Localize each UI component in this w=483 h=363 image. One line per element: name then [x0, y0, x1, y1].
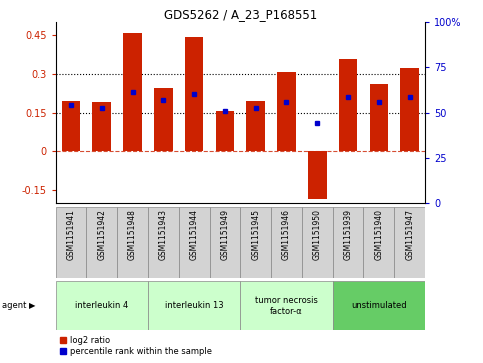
- Bar: [148, 207, 179, 278]
- Bar: [62, 101, 80, 151]
- Bar: [302, 207, 333, 278]
- Bar: [369, 84, 388, 151]
- Text: GSM1151949: GSM1151949: [220, 209, 229, 260]
- Bar: [148, 281, 241, 330]
- Bar: [240, 281, 333, 330]
- Text: GSM1151941: GSM1151941: [67, 209, 75, 260]
- Text: tumor necrosis
factor-α: tumor necrosis factor-α: [255, 296, 318, 315]
- Bar: [240, 207, 271, 278]
- Bar: [179, 207, 210, 278]
- Bar: [56, 281, 148, 330]
- Bar: [394, 207, 425, 278]
- Bar: [92, 102, 111, 151]
- Bar: [123, 33, 142, 151]
- Text: GSM1151950: GSM1151950: [313, 209, 322, 260]
- Bar: [210, 207, 240, 278]
- Text: GSM1151939: GSM1151939: [343, 209, 353, 260]
- Text: GSM1151948: GSM1151948: [128, 209, 137, 260]
- Text: GSM1151945: GSM1151945: [251, 209, 260, 260]
- Bar: [308, 151, 327, 199]
- Text: GSM1151946: GSM1151946: [282, 209, 291, 260]
- Text: agent ▶: agent ▶: [2, 301, 36, 310]
- Bar: [333, 207, 364, 278]
- Text: GSM1151944: GSM1151944: [190, 209, 199, 260]
- Text: interleukin 13: interleukin 13: [165, 301, 224, 310]
- Bar: [117, 207, 148, 278]
- Bar: [333, 281, 425, 330]
- Title: GDS5262 / A_23_P168551: GDS5262 / A_23_P168551: [164, 8, 317, 21]
- Bar: [339, 60, 357, 151]
- Bar: [215, 111, 234, 151]
- Text: GSM1151942: GSM1151942: [97, 209, 106, 260]
- Bar: [400, 69, 419, 151]
- Bar: [364, 207, 394, 278]
- Bar: [86, 207, 117, 278]
- Text: GSM1151940: GSM1151940: [374, 209, 384, 260]
- Text: interleukin 4: interleukin 4: [75, 301, 128, 310]
- Bar: [154, 88, 172, 151]
- Text: unstimulated: unstimulated: [351, 301, 407, 310]
- Bar: [277, 72, 296, 151]
- Text: GSM1151943: GSM1151943: [159, 209, 168, 260]
- Bar: [56, 207, 86, 278]
- Legend: log2 ratio, percentile rank within the sample: log2 ratio, percentile rank within the s…: [60, 336, 212, 356]
- Text: GSM1151947: GSM1151947: [405, 209, 414, 260]
- Bar: [271, 207, 302, 278]
- Bar: [246, 101, 265, 151]
- Bar: [185, 37, 203, 151]
